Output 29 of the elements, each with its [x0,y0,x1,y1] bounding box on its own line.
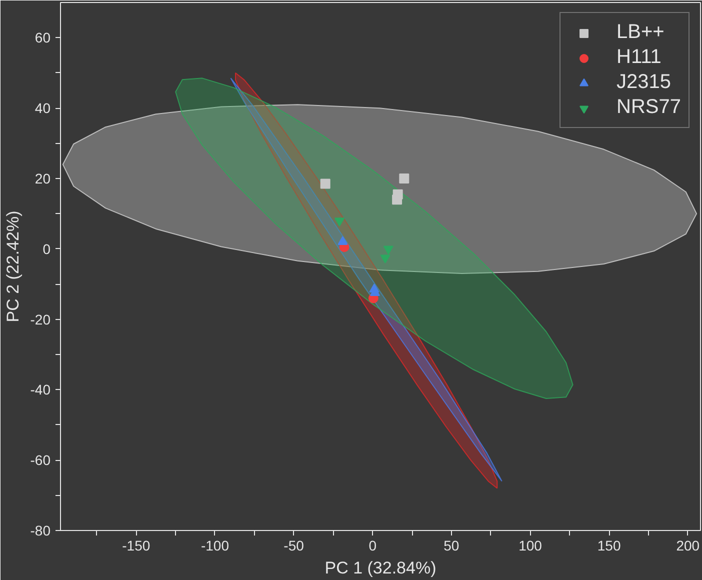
y-axis-title: PC 2 (22.42%) [3,210,22,322]
y-tick-label: 0 [42,240,51,257]
point [399,174,410,184]
legend-label: NRS77 [616,96,681,119]
y-tick-label: 20 [34,170,51,186]
y-tick-label: 40 [34,100,51,116]
point [338,236,348,245]
x-tick-label: -100 [200,538,230,554]
x-tick-label: -150 [122,538,150,554]
point [334,218,345,226]
y-tick-label: -20 [30,311,51,328]
y-tick-label: -40 [30,382,51,398]
x-tick-label: -50 [284,538,304,554]
x-tick-label: 0 [368,538,377,554]
x-tick-label: 150 [597,538,621,554]
y-tick-label: 60 [34,30,51,46]
x-tick-label: 100 [518,538,542,554]
x-tick-label: 200 [676,538,700,554]
y-tick-label: -80 [30,522,51,538]
point [383,246,394,255]
legend-label: J2315 [616,71,672,94]
x-tick-label: 50 [444,538,460,554]
point [380,254,390,264]
y-tick-label: -60 [30,452,51,468]
legend-label: H111 [616,46,662,69]
x-axis-title: PC 1 (32.84%) [324,558,436,578]
legend-label: LB++ [616,21,664,44]
point [320,178,330,189]
point [392,194,402,205]
